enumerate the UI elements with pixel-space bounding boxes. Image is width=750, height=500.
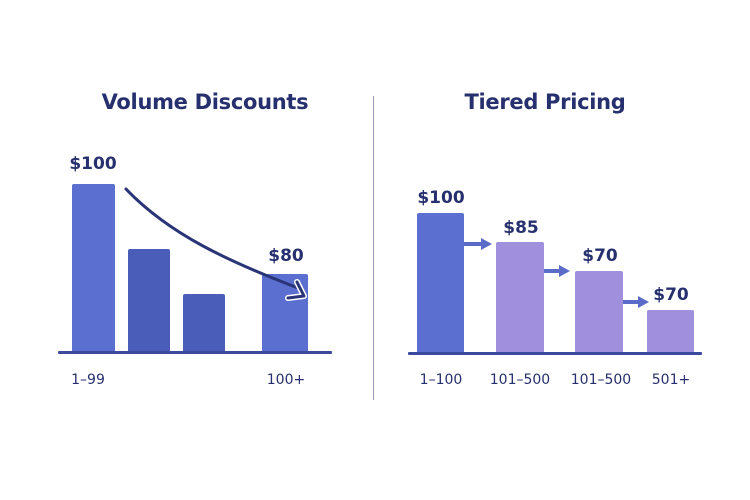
volume-discounts-title: Volume Discounts xyxy=(101,90,309,114)
category-label: 1–99 xyxy=(71,372,105,388)
tier-category-label: 101–500 xyxy=(489,372,551,388)
tier-category-label: 501+ xyxy=(651,372,691,388)
tier-value-label: $70 xyxy=(582,246,618,266)
tier-category-label: 101–500 xyxy=(570,372,632,388)
volume-bar-3 xyxy=(183,294,225,352)
tier-value-label: $100 xyxy=(417,188,465,208)
tier-bar-2 xyxy=(496,242,544,353)
tier-value-label: $85 xyxy=(503,218,539,238)
tier-value-label: $70 xyxy=(653,285,689,305)
bar-value-label: $100 xyxy=(69,154,117,174)
x-axis-baseline xyxy=(58,351,332,354)
tier-arrows xyxy=(464,238,649,308)
x-axis-baseline xyxy=(408,352,702,355)
volume-bar-2 xyxy=(128,249,170,352)
tier-bar-3 xyxy=(575,271,623,353)
volume-bar-1 xyxy=(72,184,115,352)
chart-divider xyxy=(373,96,374,400)
tier-bar-1 xyxy=(417,213,464,353)
tier-bar-4 xyxy=(647,310,694,353)
tier-category-label: 1–100 xyxy=(419,372,463,388)
category-label: 100+ xyxy=(266,372,306,388)
bar-value-label: $80 xyxy=(268,246,304,266)
tiered-pricing-title: Tiered Pricing xyxy=(464,90,626,114)
